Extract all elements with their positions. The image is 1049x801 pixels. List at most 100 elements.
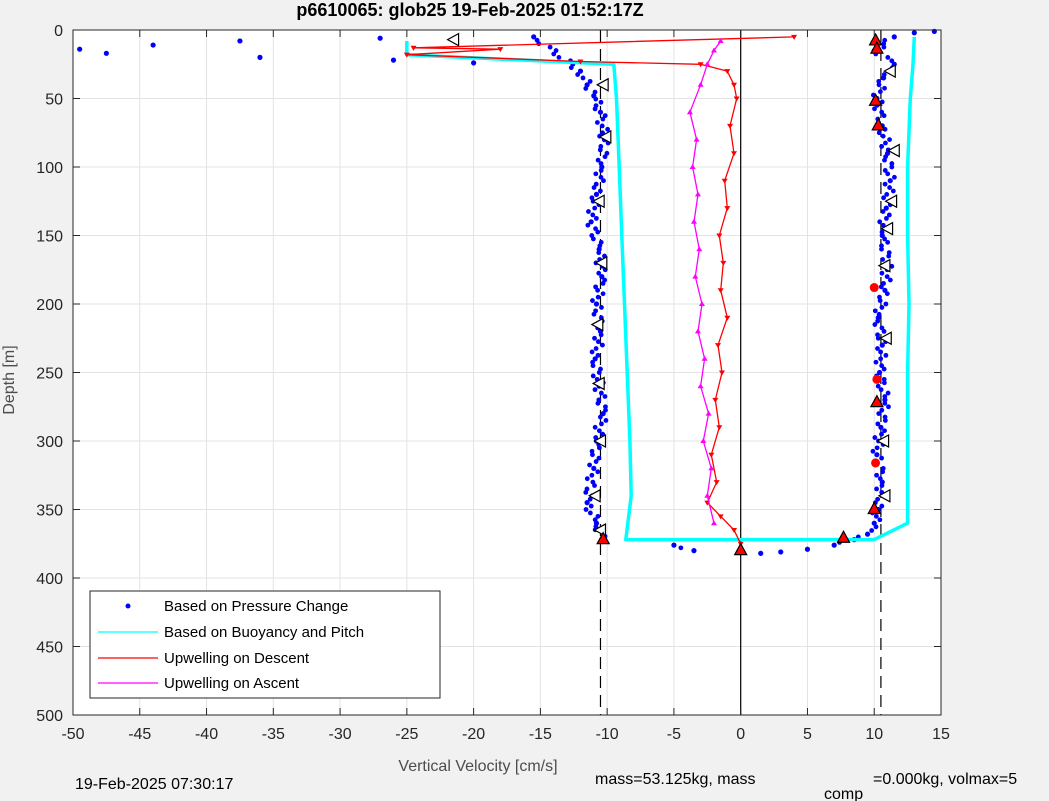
pressure-point (592, 387, 598, 393)
y-tick-label: 0 (54, 23, 63, 40)
descent-point (718, 370, 725, 376)
pressure-point (885, 390, 891, 396)
pressure-point (874, 445, 880, 451)
ascent-point (697, 81, 704, 87)
legend-entry-pressure: Based on Pressure Change (125, 598, 348, 615)
pressure-point (588, 219, 594, 225)
pressure-point (879, 243, 884, 249)
pressure-point (804, 546, 811, 552)
ascent-point (696, 246, 703, 252)
pressure-point (556, 55, 562, 60)
y-tick-label: 400 (36, 571, 63, 588)
descent-point (717, 514, 724, 520)
left-triangle-marker (877, 258, 891, 273)
descent-point (724, 315, 731, 321)
x-tick-label: -50 (61, 726, 84, 743)
pressure-point (596, 445, 602, 451)
pressure-point (531, 34, 537, 40)
pressure-point (876, 78, 882, 84)
descent-point (716, 425, 723, 431)
pressure-point (881, 72, 887, 77)
pressure-point (880, 133, 886, 139)
pressure-point (877, 294, 882, 300)
pressure-point (876, 369, 883, 376)
pressure-point (879, 503, 885, 509)
pressure-point (589, 349, 595, 355)
pressure-point (831, 542, 837, 548)
pressure-point (872, 322, 878, 327)
pressure-point (597, 188, 603, 194)
pressure-point (587, 510, 593, 516)
pressure-point (257, 54, 263, 61)
x-tick-label: -5 (667, 726, 681, 743)
x-tick-label: -20 (462, 726, 485, 743)
descent-point (714, 343, 721, 349)
pressure-point (864, 531, 871, 537)
pressure-point (600, 116, 606, 122)
pressure-point (602, 113, 608, 119)
left-triangle-marker (593, 433, 607, 449)
pressure-point (691, 548, 697, 554)
pressure-point (587, 462, 592, 468)
pressure-point (600, 291, 606, 297)
pressure-point (778, 549, 784, 555)
descent-point (497, 47, 504, 53)
x-tick-label: -10 (596, 726, 619, 743)
pressure-point (869, 528, 875, 533)
pressure-point (580, 75, 586, 81)
pressure-point (593, 226, 598, 232)
pressure-point (600, 130, 605, 136)
left-triangle-marker (446, 32, 460, 47)
ascent-point (697, 383, 704, 389)
pressure-point (887, 185, 893, 190)
pressure-point (598, 168, 604, 173)
pressure-point (879, 455, 885, 461)
pressure-point (880, 257, 886, 262)
descent-point (733, 96, 740, 102)
pressure-point (593, 346, 599, 351)
x-tick-label: -30 (329, 726, 352, 743)
left-triangle-marker (594, 255, 608, 270)
descent-point (731, 82, 738, 88)
x-tick-label: 15 (932, 726, 950, 743)
x-tick-label: -35 (262, 726, 285, 743)
ascent-point (704, 492, 711, 498)
y-tick-label: 100 (36, 160, 63, 177)
x-tick-label: -45 (128, 726, 151, 743)
pressure-point (595, 294, 601, 300)
ascent-point (700, 438, 707, 443)
marker-layer (446, 32, 900, 556)
ascent-point (710, 47, 717, 53)
pressure-point (882, 181, 888, 187)
pressure-point (602, 154, 608, 160)
pressure-point (879, 431, 884, 437)
descent-point (577, 59, 584, 65)
series-layer (77, 28, 937, 556)
ascent-point (689, 164, 696, 169)
left-triangle-marker (590, 317, 604, 332)
pressure-point (671, 542, 677, 548)
up-triangle-marker (596, 531, 611, 545)
circle-marker (872, 374, 882, 384)
descent-point (724, 69, 731, 75)
pressure-point (884, 274, 890, 279)
pressure-point (879, 325, 885, 331)
pressure-point (874, 472, 880, 478)
pressure-point (871, 520, 877, 526)
pressure-point (583, 489, 589, 495)
pressure-point (596, 270, 602, 276)
ascent-point (701, 355, 708, 361)
pressure-point (880, 466, 886, 471)
up-triangle-marker (869, 394, 884, 408)
ascent-point (690, 218, 697, 224)
pressure-point (590, 373, 596, 379)
pressure-point (884, 215, 889, 221)
ascent-point (705, 410, 712, 416)
up-triangle-marker (733, 542, 748, 556)
pressure-point (590, 452, 595, 458)
pressure-point (595, 229, 601, 235)
ascent-point (694, 328, 701, 334)
pressure-point (600, 281, 606, 286)
pressure-point (877, 476, 883, 482)
pressure-point (878, 284, 884, 290)
